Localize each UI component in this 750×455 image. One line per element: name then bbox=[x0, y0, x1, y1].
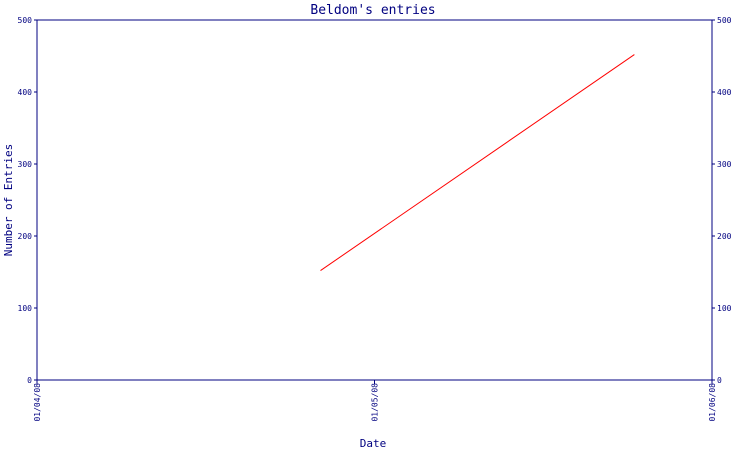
y-axis-left: 0 100 200 300 400 500 bbox=[18, 16, 37, 385]
series-line-0 bbox=[320, 54, 635, 271]
x-tick-label: 01/05/08 bbox=[371, 383, 380, 422]
y-tick-label-right: 200 bbox=[717, 232, 732, 241]
x-axis-title: Date bbox=[360, 437, 387, 450]
y-axis-title: Number of Entries bbox=[2, 144, 15, 257]
y-tick-label-right: 500 bbox=[717, 16, 732, 25]
y-tick-label-right: 100 bbox=[717, 304, 732, 313]
x-tick-label: 01/06/08 bbox=[708, 383, 717, 422]
y-tick-label-left: 100 bbox=[18, 304, 33, 313]
x-tick-label: 01/04/08 bbox=[33, 383, 42, 422]
y-tick-label-right: 400 bbox=[717, 88, 732, 97]
y-tick-label-left: 400 bbox=[18, 88, 33, 97]
y-tick-label-right: 300 bbox=[717, 160, 732, 169]
y-tick-label-right: 0 bbox=[717, 376, 722, 385]
y-tick-label-left: 500 bbox=[18, 16, 33, 25]
plot-frame bbox=[36, 19, 713, 381]
y-axis-right: 0 100 200 300 400 500 bbox=[712, 16, 732, 385]
chart-title: Beldom's entries bbox=[310, 3, 435, 18]
y-tick-label-left: 0 bbox=[27, 376, 32, 385]
y-tick-label-left: 200 bbox=[18, 232, 33, 241]
series-layer bbox=[320, 54, 635, 271]
y-tick-label-left: 300 bbox=[18, 160, 33, 169]
x-axis: 01/04/08 01/05/08 01/06/08 bbox=[33, 380, 717, 422]
